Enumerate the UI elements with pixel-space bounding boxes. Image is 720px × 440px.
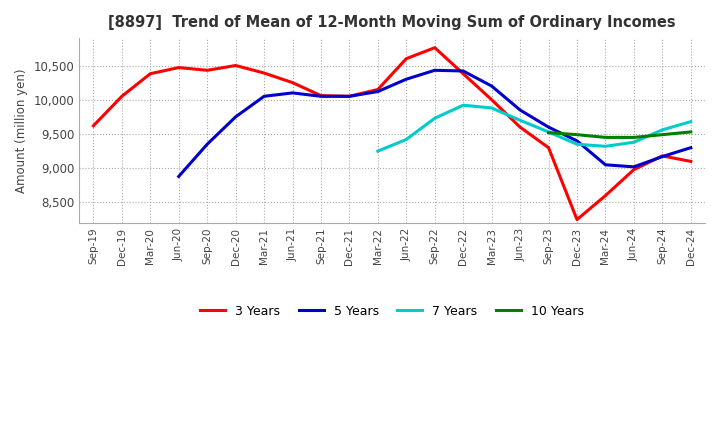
Line: 7 Years: 7 Years <box>378 105 690 151</box>
7 Years <box>686 119 695 124</box>
3 Years <box>601 193 610 198</box>
Line: 3 Years: 3 Years <box>94 48 690 220</box>
3 Years <box>544 145 553 150</box>
5 Years <box>203 142 212 147</box>
5 Years <box>686 145 695 150</box>
7 Years <box>374 148 382 154</box>
5 Years <box>431 68 439 73</box>
10 Years <box>629 135 638 140</box>
3 Years <box>374 87 382 92</box>
5 Years <box>374 89 382 94</box>
5 Years <box>317 94 325 99</box>
Line: 5 Years: 5 Years <box>179 70 690 176</box>
5 Years <box>260 94 269 99</box>
10 Years <box>658 132 667 137</box>
5 Years <box>231 114 240 120</box>
3 Years <box>686 159 695 164</box>
5 Years <box>629 164 638 169</box>
7 Years <box>601 144 610 149</box>
5 Years <box>288 90 297 95</box>
7 Years <box>572 142 581 147</box>
5 Years <box>516 107 524 113</box>
10 Years <box>686 129 695 135</box>
10 Years <box>601 135 610 140</box>
3 Years <box>431 45 439 50</box>
3 Years <box>345 94 354 99</box>
3 Years <box>146 71 155 77</box>
5 Years <box>572 138 581 143</box>
10 Years <box>544 130 553 135</box>
3 Years <box>317 93 325 98</box>
Line: 10 Years: 10 Years <box>549 132 690 137</box>
Legend: 3 Years, 5 Years, 7 Years, 10 Years: 3 Years, 5 Years, 7 Years, 10 Years <box>195 300 590 323</box>
3 Years <box>174 65 183 70</box>
7 Years <box>658 127 667 132</box>
Title: [8897]  Trend of Mean of 12-Month Moving Sum of Ordinary Incomes: [8897] Trend of Mean of 12-Month Moving … <box>108 15 676 30</box>
3 Years <box>516 125 524 130</box>
7 Years <box>431 116 439 121</box>
7 Years <box>402 137 410 142</box>
Y-axis label: Amount (million yen): Amount (million yen) <box>15 68 28 193</box>
7 Years <box>629 139 638 145</box>
3 Years <box>260 70 269 76</box>
3 Years <box>117 94 126 99</box>
5 Years <box>402 77 410 82</box>
3 Years <box>89 123 98 128</box>
3 Years <box>203 68 212 73</box>
3 Years <box>231 63 240 68</box>
3 Years <box>658 153 667 158</box>
5 Years <box>174 174 183 179</box>
5 Years <box>601 162 610 168</box>
5 Years <box>459 68 467 73</box>
3 Years <box>487 97 496 103</box>
7 Years <box>544 129 553 135</box>
7 Years <box>487 105 496 110</box>
5 Years <box>345 94 354 99</box>
5 Years <box>658 154 667 159</box>
3 Years <box>629 167 638 172</box>
3 Years <box>459 71 467 77</box>
10 Years <box>572 132 581 137</box>
7 Years <box>459 103 467 108</box>
5 Years <box>487 84 496 89</box>
3 Years <box>402 56 410 61</box>
5 Years <box>544 125 553 130</box>
3 Years <box>572 217 581 222</box>
7 Years <box>516 117 524 123</box>
3 Years <box>288 80 297 85</box>
